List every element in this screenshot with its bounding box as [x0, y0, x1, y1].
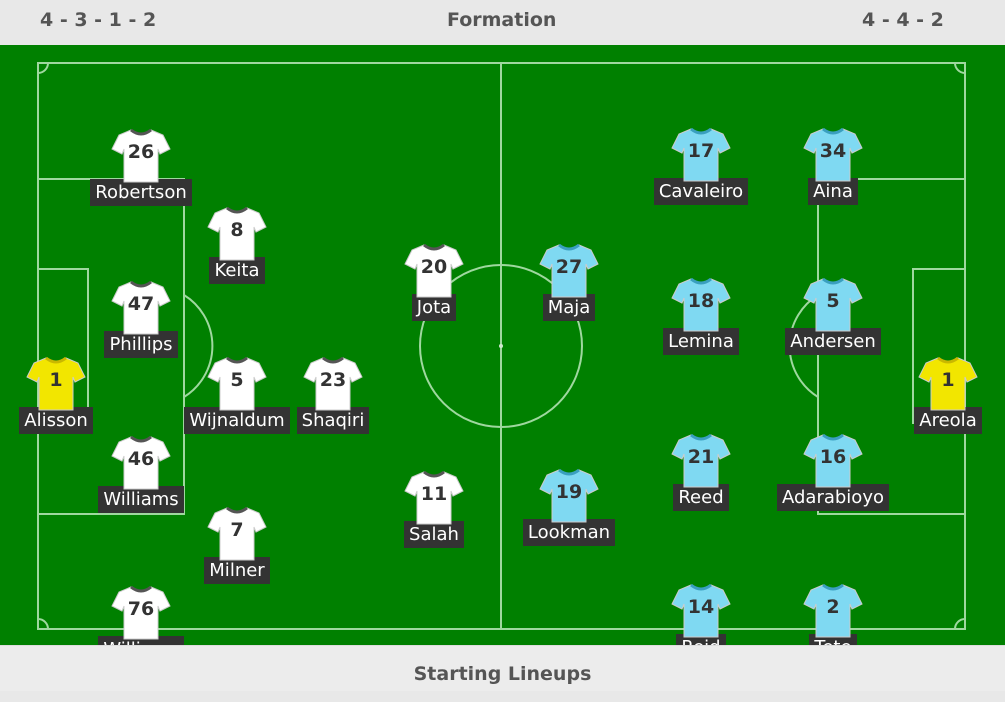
player-name: Jota [411, 294, 457, 321]
formation-title: Formation [447, 9, 557, 31]
shirt-icon: 26 [111, 127, 171, 183]
shirt-icon: 20 [404, 242, 464, 298]
shirt-icon: 1 [26, 355, 86, 411]
player-away[interactable]: 19 Lookman [509, 467, 629, 546]
shirt-number: 21 [687, 446, 715, 468]
pitch: 26 Robertson 8 Keita 47 Phillips 1 Aliss… [0, 45, 1005, 663]
player-home[interactable]: 5 Wijnaldum [177, 355, 297, 434]
player-name: Areola [914, 407, 982, 434]
away-formation: 4 - 4 - 2 [862, 9, 944, 31]
player-away[interactable]: 16 Adarabioyo [773, 432, 893, 511]
player-name: Phillips [104, 331, 178, 358]
player-name: Alisson [19, 407, 93, 434]
player-away[interactable]: 17 Cavaleiro [641, 126, 761, 205]
player-home[interactable]: 46 Williams [81, 434, 201, 513]
shirt-icon: 34 [803, 126, 863, 182]
shirt-icon: 16 [803, 432, 863, 488]
player-name: Milner [204, 557, 270, 584]
shirt-number: 14 [687, 596, 715, 618]
shirt-number: 26 [127, 141, 155, 163]
shirt-icon: 7 [207, 505, 267, 561]
player-away[interactable]: 5 Andersen [773, 276, 893, 355]
player-away[interactable]: 27 Maja [509, 242, 629, 321]
shirt-icon: 21 [671, 432, 731, 488]
shirt-icon: 46 [111, 434, 171, 490]
player-home[interactable]: 47 Phillips [81, 279, 201, 358]
player-home[interactable]: 1 Alisson [0, 355, 116, 434]
player-name: Keita [209, 257, 265, 284]
shirt-icon: 19 [539, 467, 599, 523]
formation-header: 4 - 3 - 1 - 2 Formation 4 - 4 - 2 [0, 0, 1005, 45]
player-away[interactable]: 18 Lemina [641, 276, 761, 355]
shirt-number: 20 [420, 256, 448, 278]
player-away[interactable]: 21 Reed [641, 432, 761, 511]
player-away[interactable]: 34 Aina [773, 126, 893, 205]
player-name: Andersen [785, 328, 881, 355]
starting-lineups-footer: Starting Lineups [0, 645, 1005, 691]
shirt-icon: 8 [207, 205, 267, 261]
player-name: Maja [542, 294, 596, 321]
player-home[interactable]: 26 Robertson [81, 127, 201, 206]
shirt-number: 47 [127, 293, 155, 315]
shirt-number: 5 [230, 369, 244, 391]
player-name: Robertson [90, 179, 192, 206]
shirt-number: 18 [687, 290, 715, 312]
shirt-icon: 18 [671, 276, 731, 332]
shirt-icon: 17 [671, 126, 731, 182]
shirt-number: 1 [49, 369, 63, 391]
shirt-icon: 2 [803, 582, 863, 638]
shirt-icon: 76 [111, 584, 171, 640]
shirt-number: 8 [230, 219, 244, 241]
player-name: Adarabioyo [777, 484, 889, 511]
player-name: Reed [673, 484, 729, 511]
player-home[interactable]: 11 Salah [374, 469, 494, 548]
shirt-number: 11 [420, 483, 448, 505]
player-name: Wijnaldum [184, 407, 290, 434]
player-away[interactable]: 1 Areola [888, 355, 1005, 434]
player-name: Williams [98, 486, 184, 513]
shirt-icon: 11 [404, 469, 464, 525]
shirt-number: 19 [555, 481, 583, 503]
shirt-icon: 5 [207, 355, 267, 411]
shirt-number: 5 [826, 290, 840, 312]
player-name: Aina [808, 178, 858, 205]
shirt-icon: 14 [671, 582, 731, 638]
home-formation: 4 - 3 - 1 - 2 [40, 9, 157, 31]
player-name: Salah [404, 521, 464, 548]
player-name: Lemina [663, 328, 739, 355]
shirt-icon: 23 [303, 355, 363, 411]
shirt-number: 34 [819, 140, 847, 162]
shirt-number: 16 [819, 446, 847, 468]
shirt-icon: 5 [803, 276, 863, 332]
shirt-number: 23 [319, 369, 347, 391]
shirt-number: 7 [230, 519, 244, 541]
player-home[interactable]: 8 Keita [177, 205, 297, 284]
player-home[interactable]: 7 Milner [177, 505, 297, 584]
shirt-icon: 47 [111, 279, 171, 335]
shirt-number: 2 [826, 596, 840, 618]
shirt-number: 27 [555, 256, 583, 278]
player-name: Cavaleiro [653, 178, 749, 205]
player-home[interactable]: 20 Jota [374, 242, 494, 321]
shirt-number: 17 [687, 140, 715, 162]
player-name: Lookman [522, 519, 616, 546]
shirt-number: 46 [127, 448, 155, 470]
shirt-number: 1 [941, 369, 955, 391]
player-name: Shaqiri [296, 407, 370, 434]
shirt-number: 76 [127, 598, 155, 620]
player-home[interactable]: 23 Shaqiri [273, 355, 393, 434]
shirt-icon: 1 [918, 355, 978, 411]
shirt-icon: 27 [539, 242, 599, 298]
